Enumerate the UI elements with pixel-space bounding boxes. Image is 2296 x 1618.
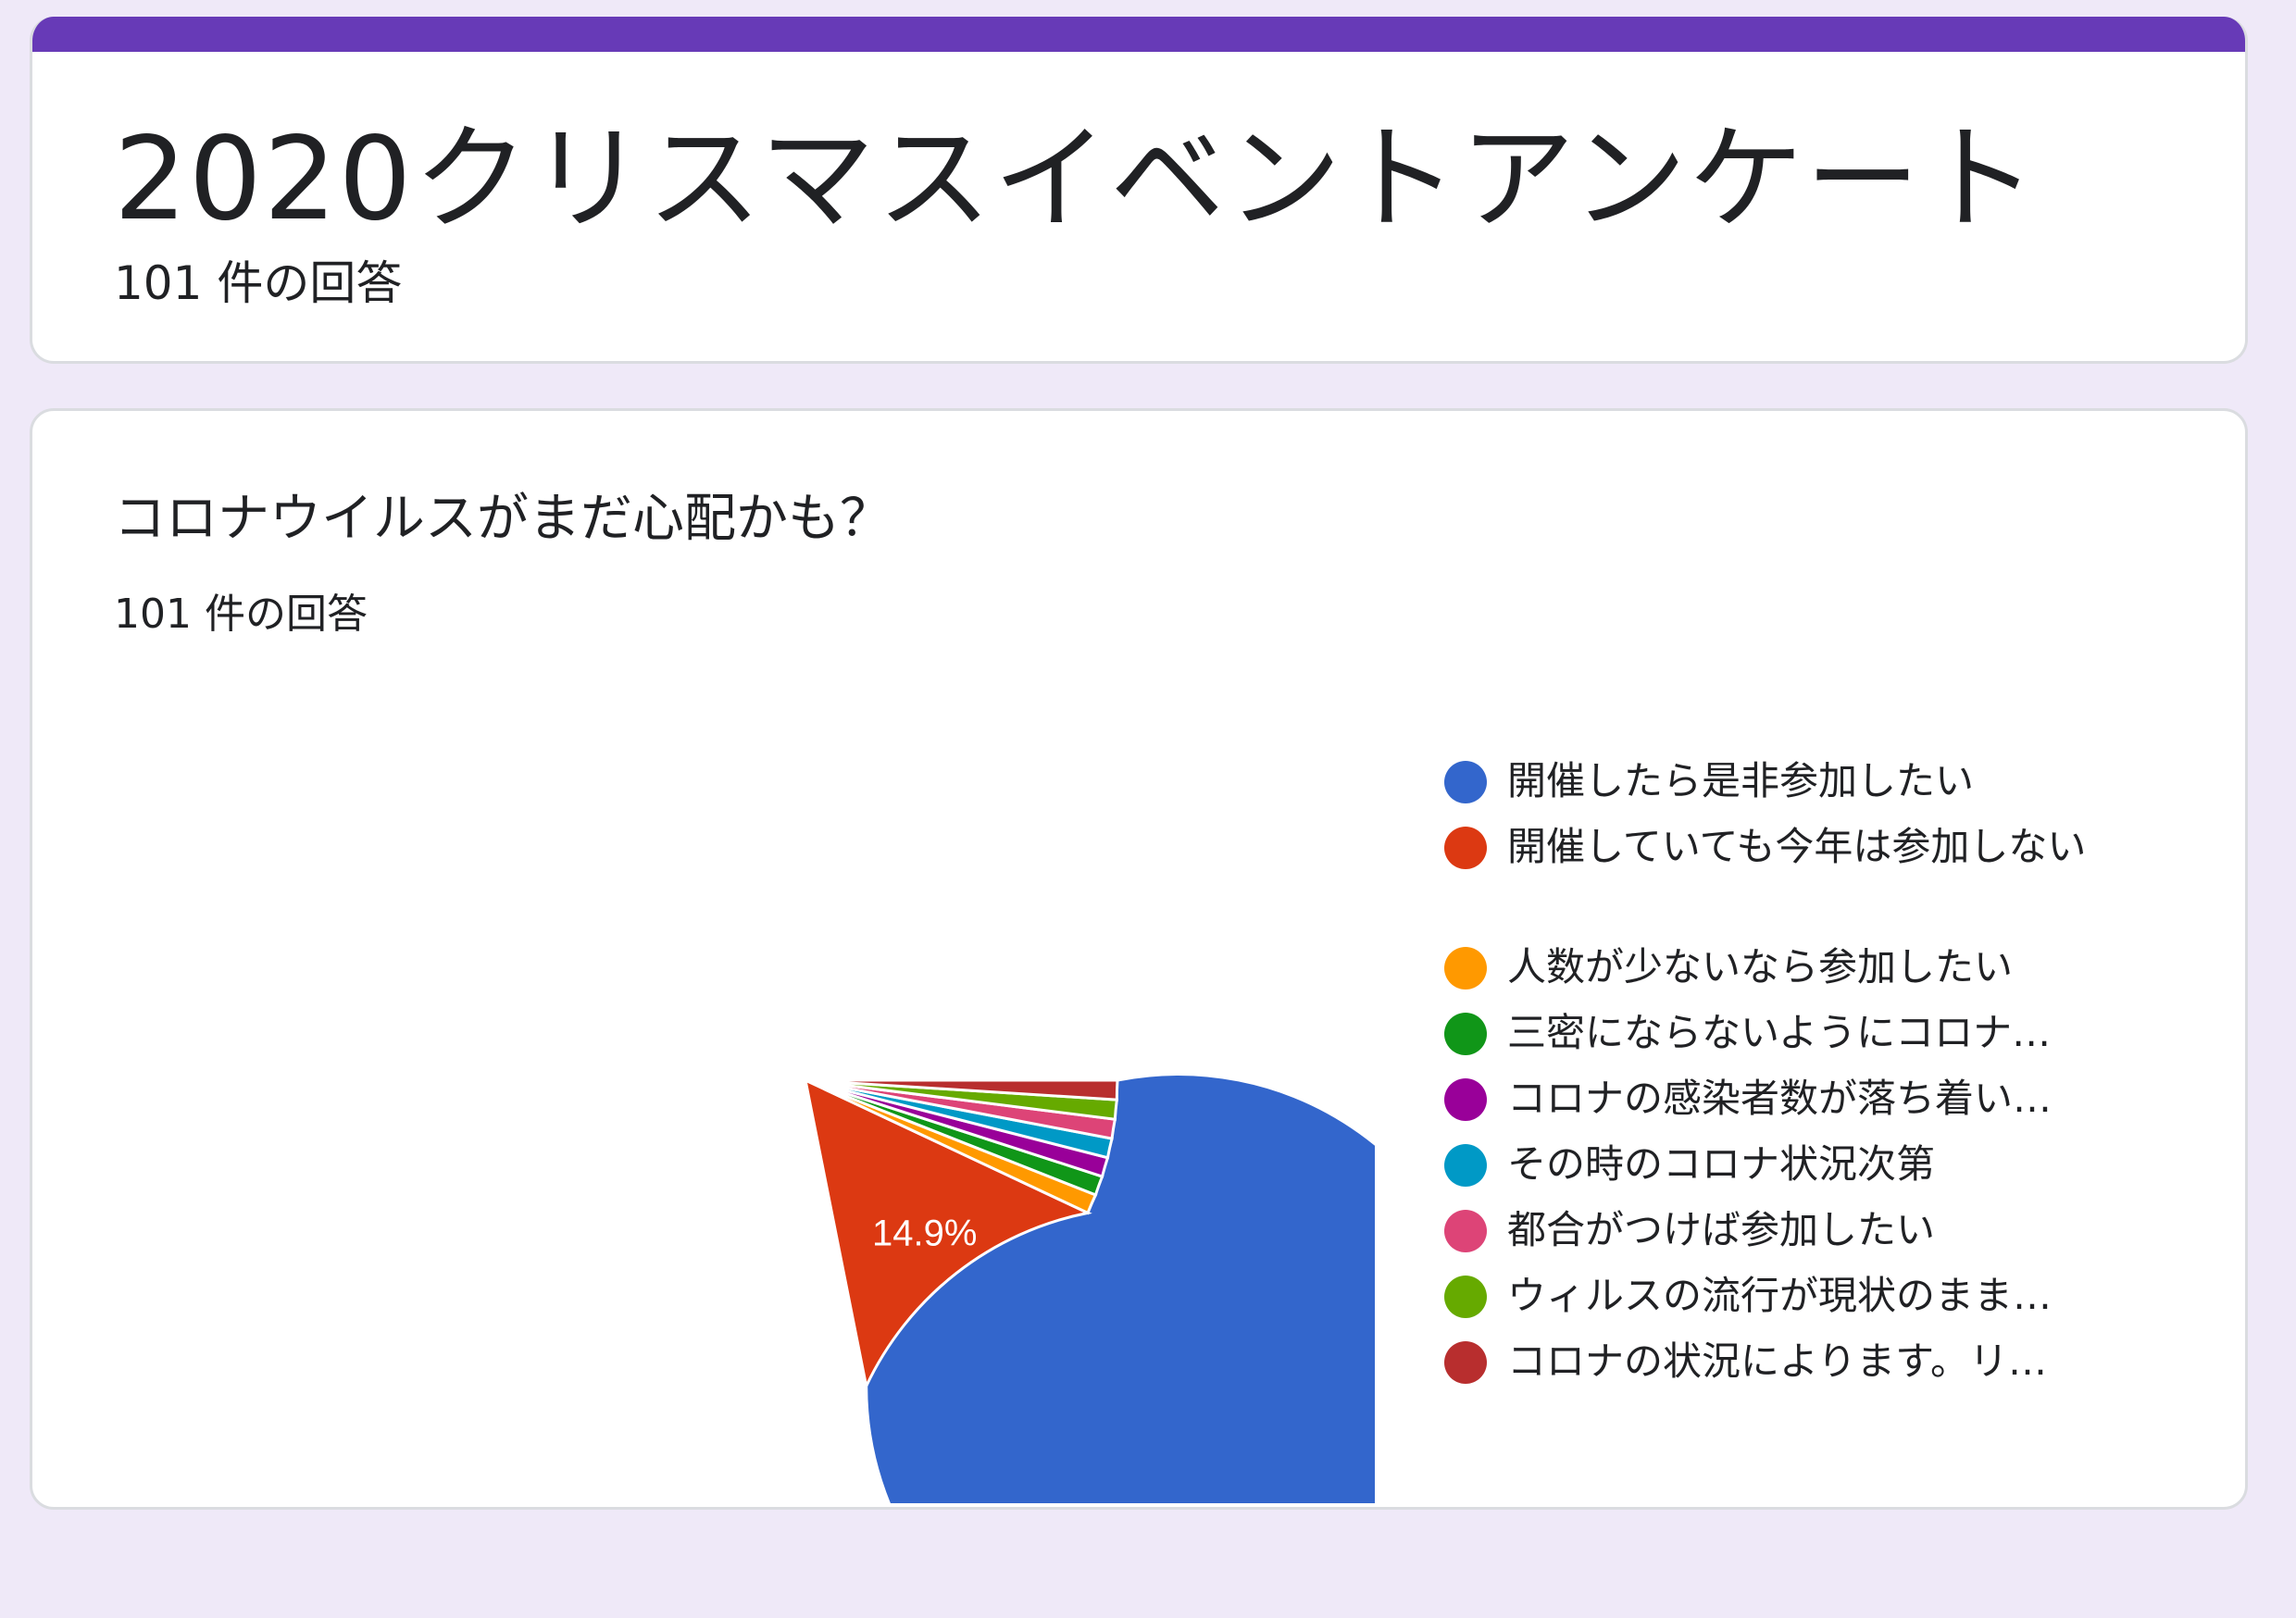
question-response-count: 101 件の回答	[114, 591, 368, 638]
legend-label: 開催したら是非参加したい	[1507, 758, 1975, 803]
pie-slice-label-1: 14.9%	[872, 1214, 977, 1254]
legend-label: その時のコロナ状況次第	[1507, 1141, 1936, 1187]
pie-slice-8[interactable]	[805, 1078, 1119, 1101]
legend-color-swatch	[1444, 1210, 1487, 1252]
question-card: コロナウイルスがまだ心配かも？ 101 件の回答 78.2% 14.9% 開催した…	[30, 408, 2248, 1510]
legend-color-swatch	[1444, 1341, 1487, 1384]
legend-label: ウィルスの流行が現状のまま…	[1507, 1273, 2053, 1318]
pie-slices	[803, 1073, 1375, 1503]
legend-label: コロナの感染者数が落ち着い…	[1507, 1076, 2053, 1121]
legend-item[interactable]: 人数が少ないなら参加したい	[1444, 940, 2111, 1005]
legend-item[interactable]: コロナの感染者数が落ち着い…	[1444, 1071, 2111, 1137]
header-response-count: 101 件の回答	[114, 256, 403, 310]
legend-color-swatch	[1444, 1013, 1487, 1055]
pie-chart: 78.2% 14.9%	[604, 938, 1375, 1503]
legend-item[interactable]: コロナの状況によります。リ…	[1444, 1334, 2111, 1400]
legend-color-swatch	[1444, 827, 1487, 869]
pie-labels: 78.2% 14.9%	[604, 938, 978, 1253]
pie-slice-1[interactable]	[803, 1077, 1092, 1391]
legend-item[interactable]: 開催したら是非参加したい	[1444, 753, 2111, 819]
legend-label: 三密にならないようにコロナ…	[1507, 1010, 2052, 1055]
legend-color-swatch	[1444, 1276, 1487, 1318]
legend-item[interactable]: 三密にならないようにコロナ…	[1444, 1005, 2111, 1071]
legend-color-swatch	[1444, 1078, 1487, 1121]
legend-color-swatch	[1444, 761, 1487, 803]
form-header-card: 2020クリスマスイベントアンケート 101 件の回答	[30, 17, 2248, 364]
legend-label: 開催していても今年は参加しない	[1507, 824, 2087, 869]
question-title: コロナウイルスがまだ心配かも？	[114, 489, 892, 549]
legend-item[interactable]: その時のコロナ状況次第	[1444, 1137, 2111, 1202]
legend-color-swatch	[1444, 1144, 1487, 1187]
legend-item[interactable]: 都合がつけば参加したい	[1444, 1202, 2111, 1268]
chart-legend: 開催したら是非参加したい開催していても今年は参加しない 人数が少ないなら参加したい…	[1444, 753, 2111, 1400]
legend-color-swatch	[1444, 947, 1487, 989]
legend-label: 都合がつけば参加したい	[1507, 1207, 1936, 1252]
legend-item[interactable]: ウィルスの流行が現状のまま…	[1444, 1268, 2111, 1334]
legend-label: 人数が少ないなら参加したい	[1507, 944, 2014, 989]
header-accent-band	[32, 17, 2245, 52]
legend-label: コロナの状況によります。リ…	[1507, 1338, 2047, 1384]
pie-slice-label-0: 78.2%	[604, 938, 708, 978]
form-title: 2020クリスマスイベントアンケート	[114, 113, 2039, 246]
legend-item[interactable]: 開催していても今年は参加しない	[1444, 819, 2111, 940]
